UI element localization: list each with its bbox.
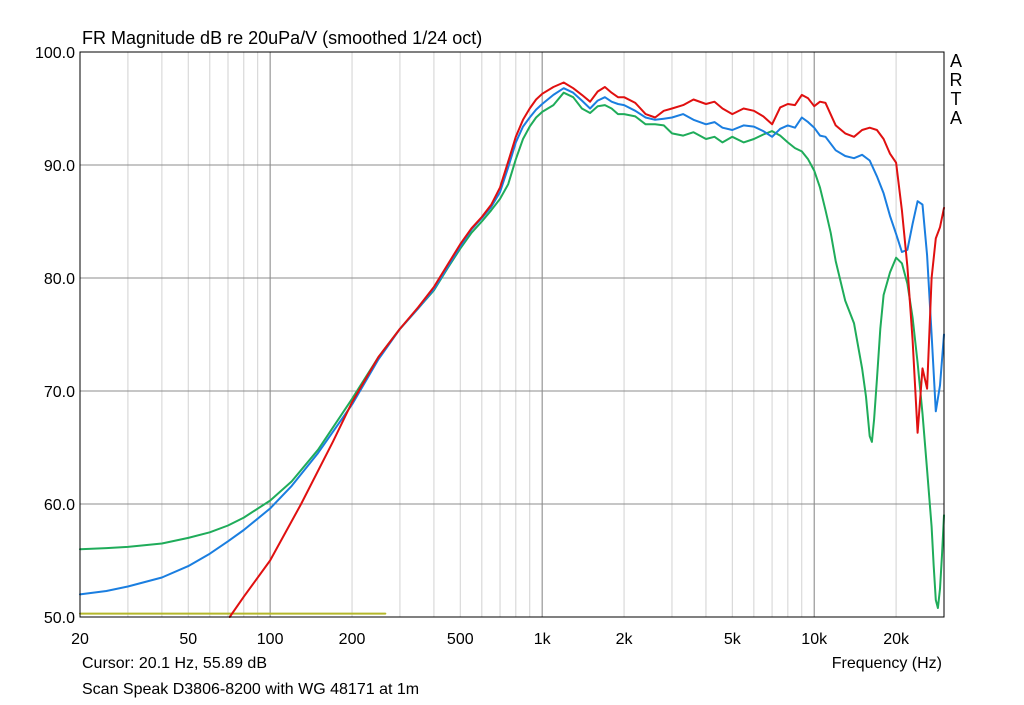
y-tick-label: 60.0 bbox=[44, 497, 75, 514]
x-tick-label: 200 bbox=[339, 631, 366, 648]
x-tick-label: 10k bbox=[801, 631, 828, 648]
series-layer bbox=[79, 81, 945, 618]
x-tick-label: 5k bbox=[724, 631, 742, 648]
x-tick-label: 20k bbox=[883, 631, 910, 648]
x-axis-label: Frequency (Hz) bbox=[831, 655, 942, 672]
chart-title: FR Magnitude dB re 20uPa/V (smoothed 1/2… bbox=[82, 28, 482, 48]
y-tick-label: 50.0 bbox=[44, 610, 75, 627]
y-tick-label: 90.0 bbox=[44, 158, 75, 175]
x-tick-label: 20 bbox=[71, 631, 89, 648]
x-axis-ticks: 20 50 100 200 500 1k 2k 5k 10k 20k bbox=[71, 631, 910, 648]
y-tick-label: 100.0 bbox=[35, 45, 75, 62]
y-tick-label: 70.0 bbox=[44, 384, 75, 401]
x-tick-label: 1k bbox=[534, 631, 552, 648]
x-tick-label: 100 bbox=[257, 631, 284, 648]
y-tick-label: 80.0 bbox=[44, 271, 75, 288]
x-tick-label: 50 bbox=[179, 631, 197, 648]
y-axis-ticks: 50.0 60.0 70.0 80.0 90.0 100.0 bbox=[35, 45, 75, 627]
arta-logo-letter: T bbox=[950, 89, 962, 109]
cursor-readout: Cursor: 20.1 Hz, 55.89 dB bbox=[82, 655, 267, 672]
arta-logo-letter: A bbox=[949, 108, 962, 128]
arta-logo-letter: A bbox=[949, 51, 962, 71]
measurement-label: Scan Speak D3806-8200 with WG 48171 at 1… bbox=[82, 681, 420, 698]
plot-frame bbox=[79, 51, 945, 618]
arta-logo-letter: R bbox=[949, 70, 963, 90]
x-tick-label: 500 bbox=[447, 631, 474, 648]
series-red-line bbox=[228, 81, 945, 618]
x-tick-label: 2k bbox=[616, 631, 634, 648]
